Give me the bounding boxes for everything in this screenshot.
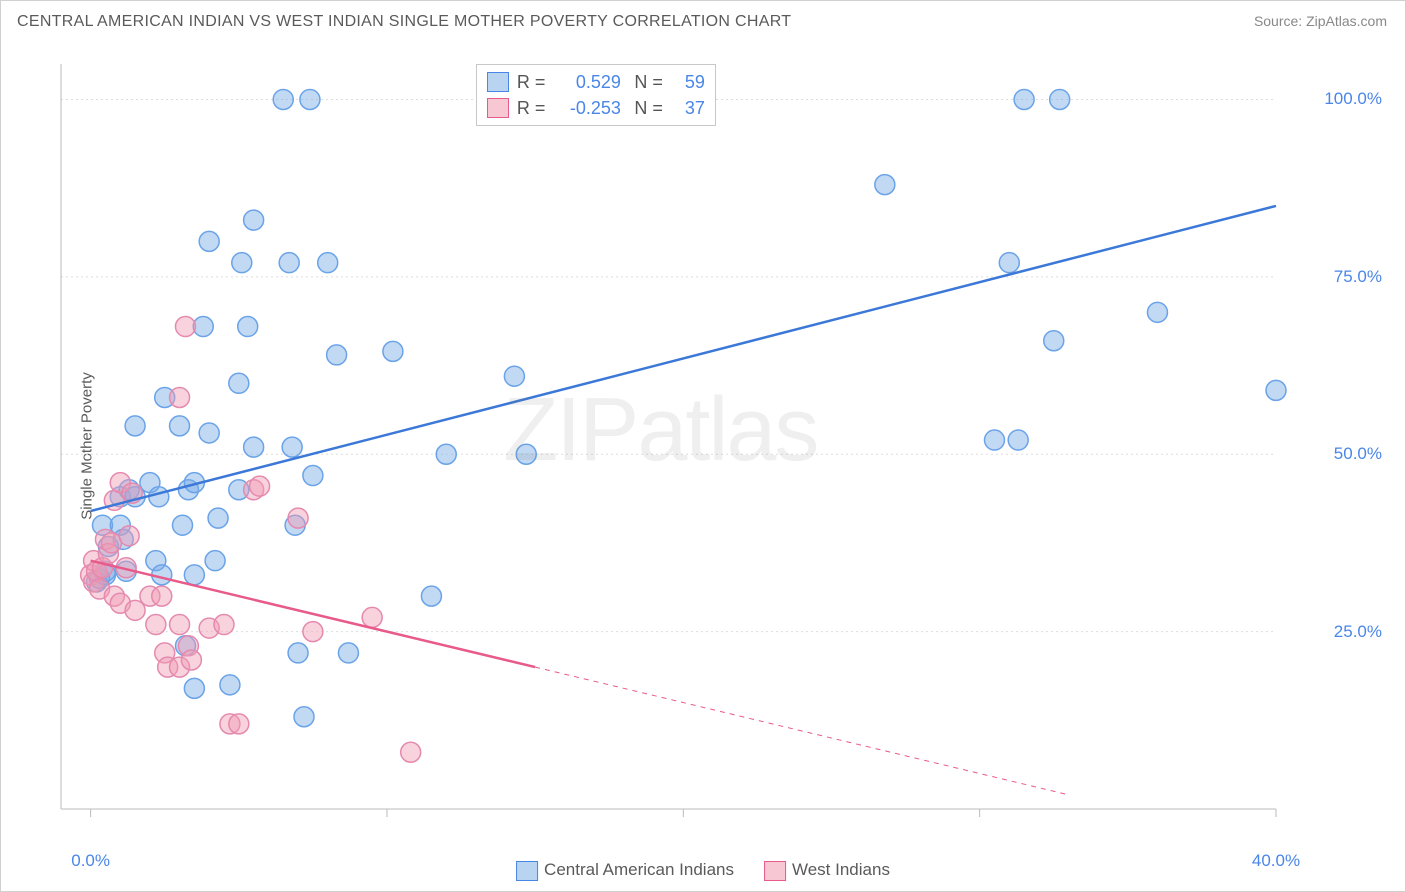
data-point xyxy=(279,253,299,273)
data-point xyxy=(1044,331,1064,351)
data-point xyxy=(1266,380,1286,400)
data-point xyxy=(175,317,195,337)
source-text: Source: ZipAtlas.com xyxy=(1254,13,1387,29)
data-point xyxy=(338,643,358,663)
data-point xyxy=(152,586,172,606)
data-point xyxy=(101,533,121,553)
data-point xyxy=(229,373,249,393)
n-label: N = xyxy=(629,72,663,93)
data-point xyxy=(1050,89,1070,109)
r-value: 0.529 xyxy=(559,72,621,93)
stats-row: R = 0.529 N = 59 xyxy=(487,69,705,95)
data-point xyxy=(282,437,302,457)
data-point xyxy=(273,89,293,109)
legend-swatch xyxy=(516,861,538,881)
data-point xyxy=(119,526,139,546)
data-point xyxy=(220,675,240,695)
data-point xyxy=(170,387,190,407)
stats-row: R = -0.253 N = 37 xyxy=(487,95,705,121)
legend-swatch xyxy=(487,72,509,92)
bottom-legend: Central American Indians West Indians xyxy=(516,860,890,881)
data-point xyxy=(238,317,258,337)
n-label: N = xyxy=(629,98,663,119)
data-point xyxy=(1147,302,1167,322)
chart-container: CENTRAL AMERICAN INDIAN VS WEST INDIAN S… xyxy=(0,0,1406,892)
data-point xyxy=(383,341,403,361)
data-point xyxy=(244,210,264,230)
data-point xyxy=(294,707,314,727)
legend-swatch xyxy=(487,98,509,118)
data-point xyxy=(504,366,524,386)
data-point xyxy=(232,253,252,273)
data-point xyxy=(1008,430,1028,450)
data-point xyxy=(875,175,895,195)
r-label: R = xyxy=(517,72,551,93)
data-point xyxy=(318,253,338,273)
data-point xyxy=(184,565,204,585)
legend-label: West Indians xyxy=(792,860,890,879)
data-point xyxy=(244,437,264,457)
data-point xyxy=(149,487,169,507)
scatter-svg xyxy=(51,49,1351,819)
data-point xyxy=(300,89,320,109)
y-tick-label: 50.0% xyxy=(1334,444,1382,464)
chart-title: CENTRAL AMERICAN INDIAN VS WEST INDIAN S… xyxy=(17,13,791,31)
data-point xyxy=(208,508,228,528)
data-point xyxy=(303,466,323,486)
data-point xyxy=(421,586,441,606)
y-tick-label: 75.0% xyxy=(1334,267,1382,287)
data-point xyxy=(125,416,145,436)
data-point xyxy=(173,515,193,535)
data-point xyxy=(436,444,456,464)
r-label: R = xyxy=(517,98,551,119)
data-point xyxy=(1014,89,1034,109)
data-point xyxy=(193,317,213,337)
data-point xyxy=(214,615,234,635)
plot-area: ZIPatlas R =0.529N =59R =-0.253N =37 25.… xyxy=(51,49,1387,841)
legend-item: Central American Indians xyxy=(516,860,734,881)
stats-legend: R = 0.529 N = 59 R = -0.253 N = 37 xyxy=(476,64,716,126)
data-point xyxy=(250,476,270,496)
data-point xyxy=(146,615,166,635)
data-point xyxy=(984,430,1004,450)
data-point xyxy=(184,678,204,698)
data-point xyxy=(516,444,536,464)
data-point xyxy=(303,622,323,642)
r-value: -0.253 xyxy=(559,98,621,119)
data-point xyxy=(401,742,421,762)
data-point xyxy=(199,423,219,443)
data-point xyxy=(170,615,190,635)
data-point xyxy=(229,714,249,734)
data-point xyxy=(362,607,382,627)
data-point xyxy=(205,551,225,571)
n-value: 37 xyxy=(671,98,705,119)
trend-line-dashed xyxy=(535,667,1068,795)
data-point xyxy=(181,650,201,670)
data-point xyxy=(327,345,347,365)
x-tick-label: 40.0% xyxy=(1252,851,1300,871)
legend-label: Central American Indians xyxy=(544,860,734,879)
legend-swatch xyxy=(764,861,786,881)
n-value: 59 xyxy=(671,72,705,93)
data-point xyxy=(288,508,308,528)
data-point xyxy=(170,416,190,436)
x-tick-label: 0.0% xyxy=(71,851,110,871)
y-tick-label: 100.0% xyxy=(1324,89,1382,109)
y-tick-label: 25.0% xyxy=(1334,622,1382,642)
data-point xyxy=(288,643,308,663)
legend-item: West Indians xyxy=(764,860,890,881)
trend-line xyxy=(91,206,1276,511)
data-point xyxy=(199,231,219,251)
data-point xyxy=(999,253,1019,273)
